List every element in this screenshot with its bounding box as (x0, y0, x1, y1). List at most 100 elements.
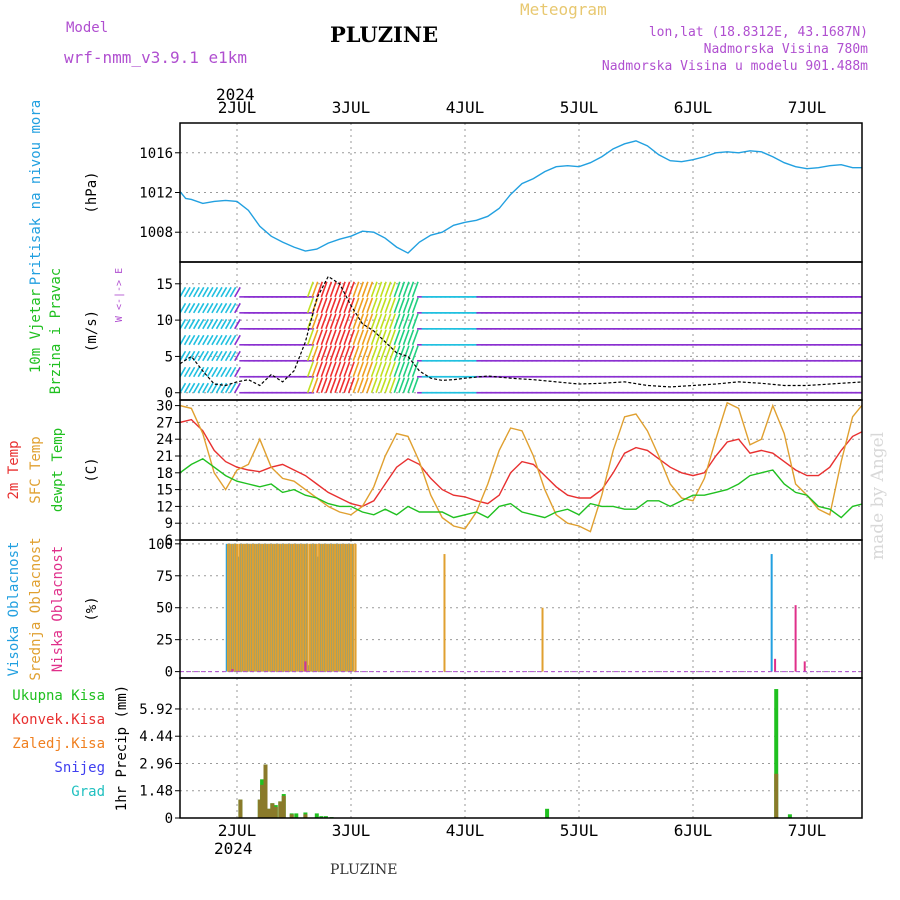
wind-barb (224, 350, 232, 362)
wind-barb (379, 313, 387, 330)
wind-barb (329, 297, 337, 314)
wind-barb (402, 281, 410, 298)
wind-barb (234, 286, 241, 298)
wind-barb (320, 281, 328, 298)
wind-barb (393, 345, 401, 362)
visoka-oblacnost-bar (253, 543, 256, 672)
wind-barb (370, 297, 378, 314)
visoka-oblacnost-bar (228, 543, 231, 672)
srednja-oblacnost-bar (249, 543, 252, 672)
wind-barb (183, 366, 191, 378)
wind-barb (306, 329, 314, 346)
wind-barb (361, 361, 369, 378)
wind-barb (384, 377, 392, 394)
srednja-oblacnost-bar (350, 543, 352, 672)
wind-barb (229, 366, 237, 378)
wind-barb (224, 318, 232, 330)
niska-oblacnost-bar (794, 605, 797, 672)
wind-barb (197, 302, 205, 314)
wind-barb (220, 302, 228, 314)
wind-barb (357, 345, 365, 362)
wind-barb (197, 286, 205, 298)
wind-barb (202, 302, 209, 314)
date-label-top: 5JUL (560, 98, 599, 117)
date-label-bottom: 5JUL (560, 821, 599, 840)
srednja-oblacnost-bar (286, 543, 289, 672)
wind-barb (402, 377, 410, 394)
visoka-oblacnost-bar (275, 543, 278, 672)
konvek-kisa-bar (289, 814, 294, 818)
wind-barb (215, 366, 223, 378)
wind-barb (311, 345, 319, 362)
srednja-oblacnost-bar (320, 543, 323, 672)
wind-barb (411, 297, 419, 314)
footer-label: PLUZINE (330, 862, 398, 878)
wind-barb (398, 281, 406, 298)
wind-barb (375, 297, 383, 314)
wind-barb (220, 334, 228, 346)
wind-barb (393, 281, 401, 298)
srednja-oblacnost-bar (340, 543, 343, 672)
lonlat-label: lon,lat (18.8312E, 43.1687N) (648, 25, 868, 40)
wind-barb (192, 382, 200, 394)
wind-barb (229, 286, 237, 298)
wind-barb (325, 377, 333, 394)
visoka-oblacnost-bar (335, 543, 338, 672)
date-label-top: 6JUL (674, 98, 713, 117)
wind-barb (229, 318, 237, 330)
y-tick-label: 30 (156, 399, 173, 415)
wind-barb (202, 318, 209, 330)
model-label: Model (66, 20, 109, 36)
wind-barb (197, 334, 205, 346)
wind-barb (211, 350, 219, 362)
wind-barb (334, 329, 342, 346)
srednja-oblacnost-bar (338, 543, 341, 672)
srednja-oblacnost-bar (304, 543, 307, 672)
wind-barb (361, 297, 369, 314)
wind-barb (343, 313, 351, 330)
wind-barb (325, 313, 333, 330)
srednja-oblacnost-bar (247, 543, 250, 672)
wind-barb (316, 281, 324, 298)
page-title: PLUZINE (330, 22, 439, 47)
wind-barb (183, 350, 191, 362)
wind-barb (379, 297, 387, 314)
wind-barb (188, 382, 196, 394)
visoka-oblacnost-bar (330, 543, 333, 672)
wind-barb (347, 345, 355, 362)
visoka-oblacnost-bar (273, 543, 276, 672)
wind-barb (220, 318, 228, 330)
wind-barb (220, 366, 228, 378)
wind-barb (220, 382, 228, 394)
wind-barb (215, 350, 223, 362)
wind-barb (347, 313, 355, 330)
wind-barb (361, 345, 369, 362)
wind-barb (211, 302, 219, 314)
wind-barb (347, 281, 355, 298)
wind-barb (379, 361, 387, 378)
wind-barb (211, 286, 219, 298)
year-top: 2024 (216, 85, 255, 104)
visoka-oblacnost-bar (269, 543, 272, 672)
y-tick-label: 2.96 (139, 756, 173, 772)
wind-barb (379, 377, 387, 394)
srednja-oblacnost-bar (265, 543, 268, 672)
wind-barb (389, 329, 396, 346)
y-tick-label: 12 (156, 499, 173, 515)
wind-barb (180, 334, 187, 346)
wind-barb (325, 329, 333, 346)
srednja-oblacnost-bar (261, 543, 264, 672)
wind-barb (180, 302, 187, 314)
wind-barb (411, 281, 419, 298)
wind-barb (357, 281, 365, 298)
altitude-label: Nadmorska Visina 780m (703, 42, 868, 57)
wind-barb (316, 297, 324, 314)
y-tick-label: 21 (156, 449, 173, 465)
wind-barb (398, 297, 406, 314)
visoka-oblacnost-bar (342, 543, 345, 672)
srednja-oblacnost-bar (231, 543, 234, 672)
wind-barb (393, 329, 401, 346)
wind-barb (393, 361, 401, 378)
wind-barb (188, 286, 196, 298)
srednja-oblacnost-bar (229, 543, 232, 672)
